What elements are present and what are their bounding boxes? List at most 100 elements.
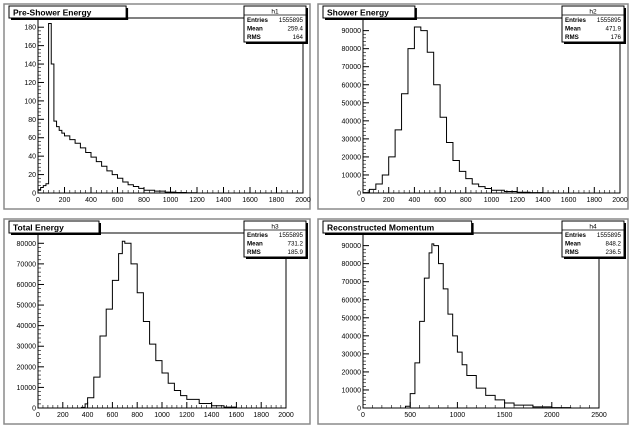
x-tick-label: 1000: [484, 197, 500, 204]
stats-name: h2: [589, 9, 597, 16]
stats-value: 1555895: [597, 232, 622, 239]
chart-title: Pre-Shower Energy: [13, 8, 92, 18]
stats-box-shadow: [624, 223, 626, 259]
stats-box-shadow: [564, 257, 626, 259]
x-tick-label: 0: [361, 412, 365, 419]
y-tick-label: 50000: [342, 315, 362, 322]
stats-label: RMS: [565, 249, 579, 256]
y-tick-label: 20000: [342, 369, 362, 376]
title-box-shadow: [11, 18, 129, 20]
y-tick-label: 10000: [17, 385, 37, 392]
title-box-shadow: [126, 8, 129, 20]
x-tick-label: 1200: [189, 197, 205, 204]
y-tick-label: 60000: [342, 82, 362, 89]
histogram-series: [400, 243, 572, 409]
y-tick-label: 40000: [17, 323, 37, 330]
stats-label: Mean: [565, 241, 581, 248]
chart-title: Shower Energy: [327, 8, 389, 18]
x-tick-label: 800: [138, 197, 150, 204]
y-tick-label: 10000: [342, 172, 362, 179]
stats-value: 236.5: [606, 249, 622, 256]
y-tick-label: 0: [357, 191, 361, 198]
chart-panel-1: 0 200 400 600 800 1000 1200 1400 1600 1800 2000 0 20…: [3, 3, 311, 210]
y-tick-label: 70000: [342, 279, 362, 286]
x-tick-label: 400: [85, 197, 97, 204]
y-tick-label: 0: [32, 191, 36, 198]
y-tick-label: 60000: [342, 297, 362, 304]
stats-name: h1: [271, 9, 279, 16]
stats-value: 731.2: [288, 241, 304, 248]
stats-label: Entries: [565, 232, 587, 239]
x-tick-label: 200: [383, 197, 395, 204]
stats-box-shadow: [624, 8, 626, 44]
title-box-shadow: [325, 233, 474, 235]
y-tick-label: 100: [24, 98, 36, 105]
histogram-series: [362, 26, 557, 194]
x-tick-label: 0: [361, 197, 365, 204]
x-tick-label: 600: [434, 197, 446, 204]
x-tick-label: 400: [82, 412, 94, 419]
y-tick-label: 20000: [17, 364, 37, 371]
x-tick-label: 1200: [179, 412, 195, 419]
x-tick-label: 1800: [269, 197, 285, 204]
stats-box-shadow: [246, 42, 308, 44]
chart-title: Total Energy: [13, 223, 64, 233]
y-tick-label: 140: [24, 62, 36, 69]
stats-label: Entries: [565, 17, 587, 24]
y-tick-label: 70000: [17, 261, 37, 268]
y-tick-label: 20: [28, 172, 36, 179]
stats-value: 848.2: [606, 241, 622, 248]
x-tick-label: 1200: [509, 197, 525, 204]
x-tick-label: 600: [112, 197, 124, 204]
stats-label: RMS: [565, 34, 579, 41]
stats-value: 259.4: [288, 26, 304, 33]
stats-value: 164: [293, 34, 304, 41]
x-tick-label: 1600: [242, 197, 258, 204]
stats-label: RMS: [247, 249, 261, 256]
y-tick-label: 80000: [342, 46, 362, 53]
x-tick-label: 1000: [163, 197, 179, 204]
stats-label: Mean: [565, 26, 581, 33]
x-tick-label: 2500: [591, 412, 607, 419]
y-tick-label: 30000: [17, 344, 37, 351]
y-tick-label: 10000: [342, 387, 362, 394]
stats-box-shadow: [246, 257, 308, 259]
y-tick-label: 0: [32, 406, 36, 413]
y-tick-label: 40000: [342, 333, 362, 340]
y-tick-label: 90000: [342, 28, 362, 35]
title-box-shadow: [99, 223, 101, 235]
x-tick-label: 500: [404, 412, 416, 419]
chart-panel-2: 0 200 400 600 800 1000 1200 1400 1600 1800 2000010…: [317, 3, 629, 210]
y-tick-label: 60000: [17, 282, 37, 289]
title-box-shadow: [414, 8, 417, 20]
y-tick-label: 160: [24, 43, 36, 50]
x-tick-label: 1400: [216, 197, 232, 204]
title-box-shadow: [11, 233, 101, 235]
stats-label: Entries: [247, 232, 269, 239]
chart-panel-3: 0 200 400 600 800 1000 1200 1400 1600 1800 2000010…: [3, 218, 311, 425]
x-tick-label: 200: [57, 412, 69, 419]
y-tick-label: 120: [24, 80, 36, 87]
x-tick-label: 1400: [535, 197, 551, 204]
stats-label: Mean: [247, 241, 263, 248]
histogram-series: [75, 240, 237, 409]
x-tick-label: 400: [409, 197, 421, 204]
x-tick-label: 2000: [278, 412, 294, 419]
x-tick-label: 1500: [497, 412, 513, 419]
stats-value: 1555895: [279, 17, 304, 24]
x-tick-label: 1000: [154, 412, 170, 419]
x-tick-label: 1800: [587, 197, 603, 204]
y-tick-label: 30000: [342, 351, 362, 358]
x-tick-label: 200: [59, 197, 71, 204]
stats-label: Entries: [247, 17, 269, 24]
y-tick-label: 40000: [342, 118, 362, 125]
stats-value: 471.9: [606, 26, 622, 33]
plot-area: [362, 232, 600, 409]
x-tick-label: 2000: [612, 197, 628, 204]
y-tick-label: 0: [357, 406, 361, 413]
y-tick-label: 30000: [342, 136, 362, 143]
y-tick-label: 50000: [17, 303, 37, 310]
stats-box: [561, 5, 625, 43]
stats-value: 1555895: [597, 17, 622, 24]
stats-box-shadow: [306, 223, 308, 259]
